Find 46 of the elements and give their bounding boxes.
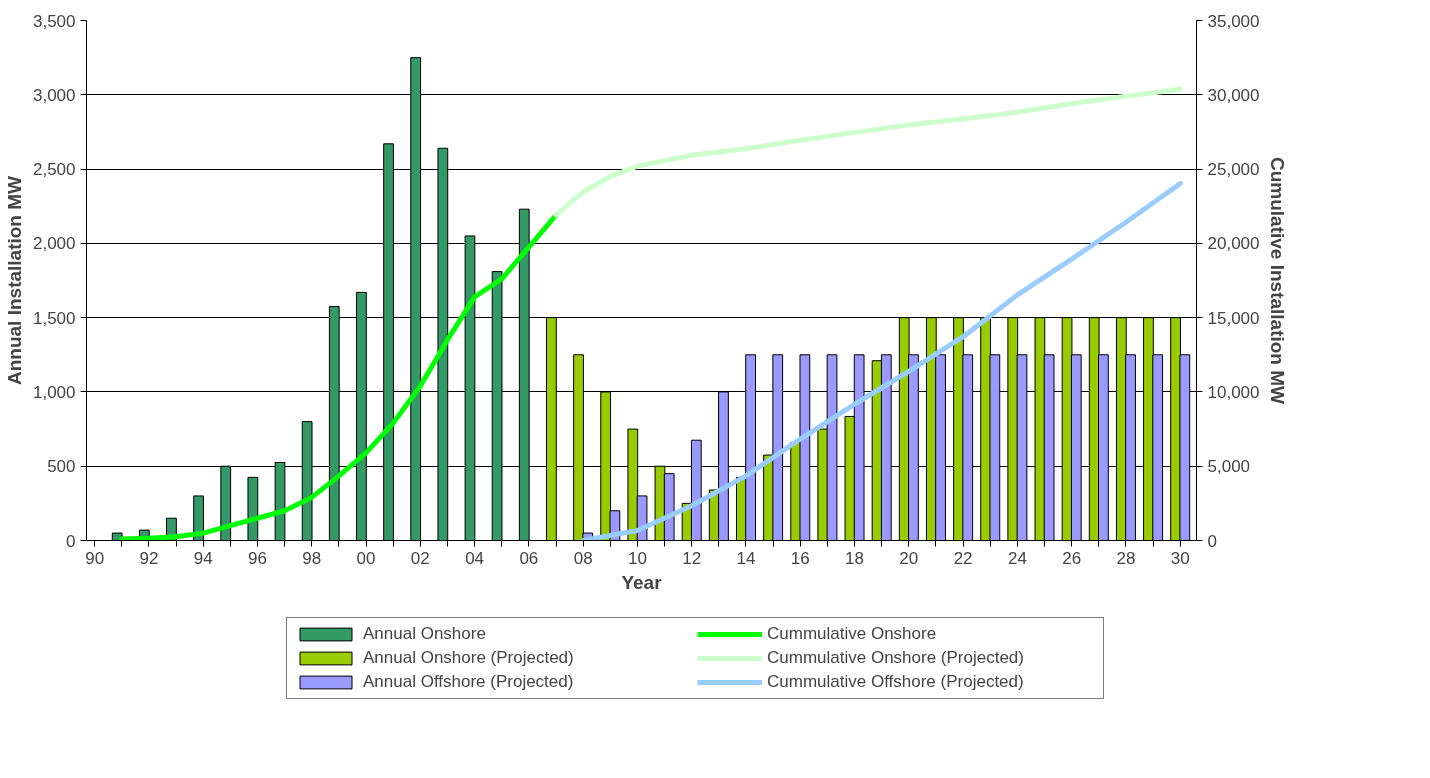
y-tick-label: 2,000 xyxy=(32,234,76,254)
x-tick-label: 94 xyxy=(193,548,213,568)
y2-tick-label: 5,000 xyxy=(1207,457,1251,477)
x-tick-label: 98 xyxy=(302,548,322,568)
x-axis-title: Year xyxy=(621,571,663,593)
y2-tick-label: 10,000 xyxy=(1207,382,1260,402)
y-axis-title: Annual Installation MW xyxy=(3,175,25,385)
y-tick-label: 1,000 xyxy=(32,382,76,402)
legend-label: Cummulative Onshore xyxy=(767,623,938,644)
x-tick-label: 92 xyxy=(139,548,159,568)
y-tick-label: 500 xyxy=(47,457,76,477)
x-tick-label: 02 xyxy=(410,548,430,568)
x-tick-label: 28 xyxy=(1116,548,1136,568)
y-tick-label: 1,500 xyxy=(32,308,76,328)
y2-tick-label: 15,000 xyxy=(1207,308,1260,328)
y-tick-label: 0 xyxy=(66,531,76,551)
x-tick-label: 06 xyxy=(519,548,539,568)
x-tick-label: 22 xyxy=(953,548,973,568)
x-tick-label: 20 xyxy=(899,548,919,568)
y2-tick-label: 30,000 xyxy=(1207,85,1260,105)
legend-label: Cummulative Offshore (Projected) xyxy=(767,671,1025,692)
x-tick-label: 04 xyxy=(465,548,485,568)
y2-tick-label: 25,000 xyxy=(1207,160,1260,180)
y-tick-label: 2,500 xyxy=(32,160,76,180)
y2-tick-label: 0 xyxy=(1207,531,1217,551)
x-tick-label: 26 xyxy=(1062,548,1082,568)
x-tick-label: 12 xyxy=(682,548,702,568)
x-tick-label: 96 xyxy=(248,548,267,568)
legend-label: Annual Onshore xyxy=(363,623,487,644)
y-tick-label: 3,000 xyxy=(32,85,76,105)
x-tick-label: 16 xyxy=(790,548,810,568)
x-tick-label: 24 xyxy=(1007,548,1027,568)
legend-label: Annual Onshore (Projected) xyxy=(363,647,575,668)
y2-axis-title: Cumulative Installation MW xyxy=(1267,156,1289,405)
y2-tick-label: 35,000 xyxy=(1207,11,1260,31)
x-tick-label: 90 xyxy=(85,548,105,568)
legend-label: Cummulative Onshore (Projected) xyxy=(767,647,1025,668)
y-tick-label: 3,500 xyxy=(32,11,76,31)
x-tick-label: 10 xyxy=(627,548,647,568)
x-tick-label: 14 xyxy=(736,548,756,568)
y2-tick-label: 20,000 xyxy=(1207,234,1260,254)
legend-label: Annual Offshore (Projected) xyxy=(363,671,575,692)
x-tick-label: 00 xyxy=(356,548,376,568)
x-tick-label: 18 xyxy=(845,548,865,568)
x-tick-label: 08 xyxy=(573,548,593,568)
x-tick-label: 30 xyxy=(1170,548,1190,568)
